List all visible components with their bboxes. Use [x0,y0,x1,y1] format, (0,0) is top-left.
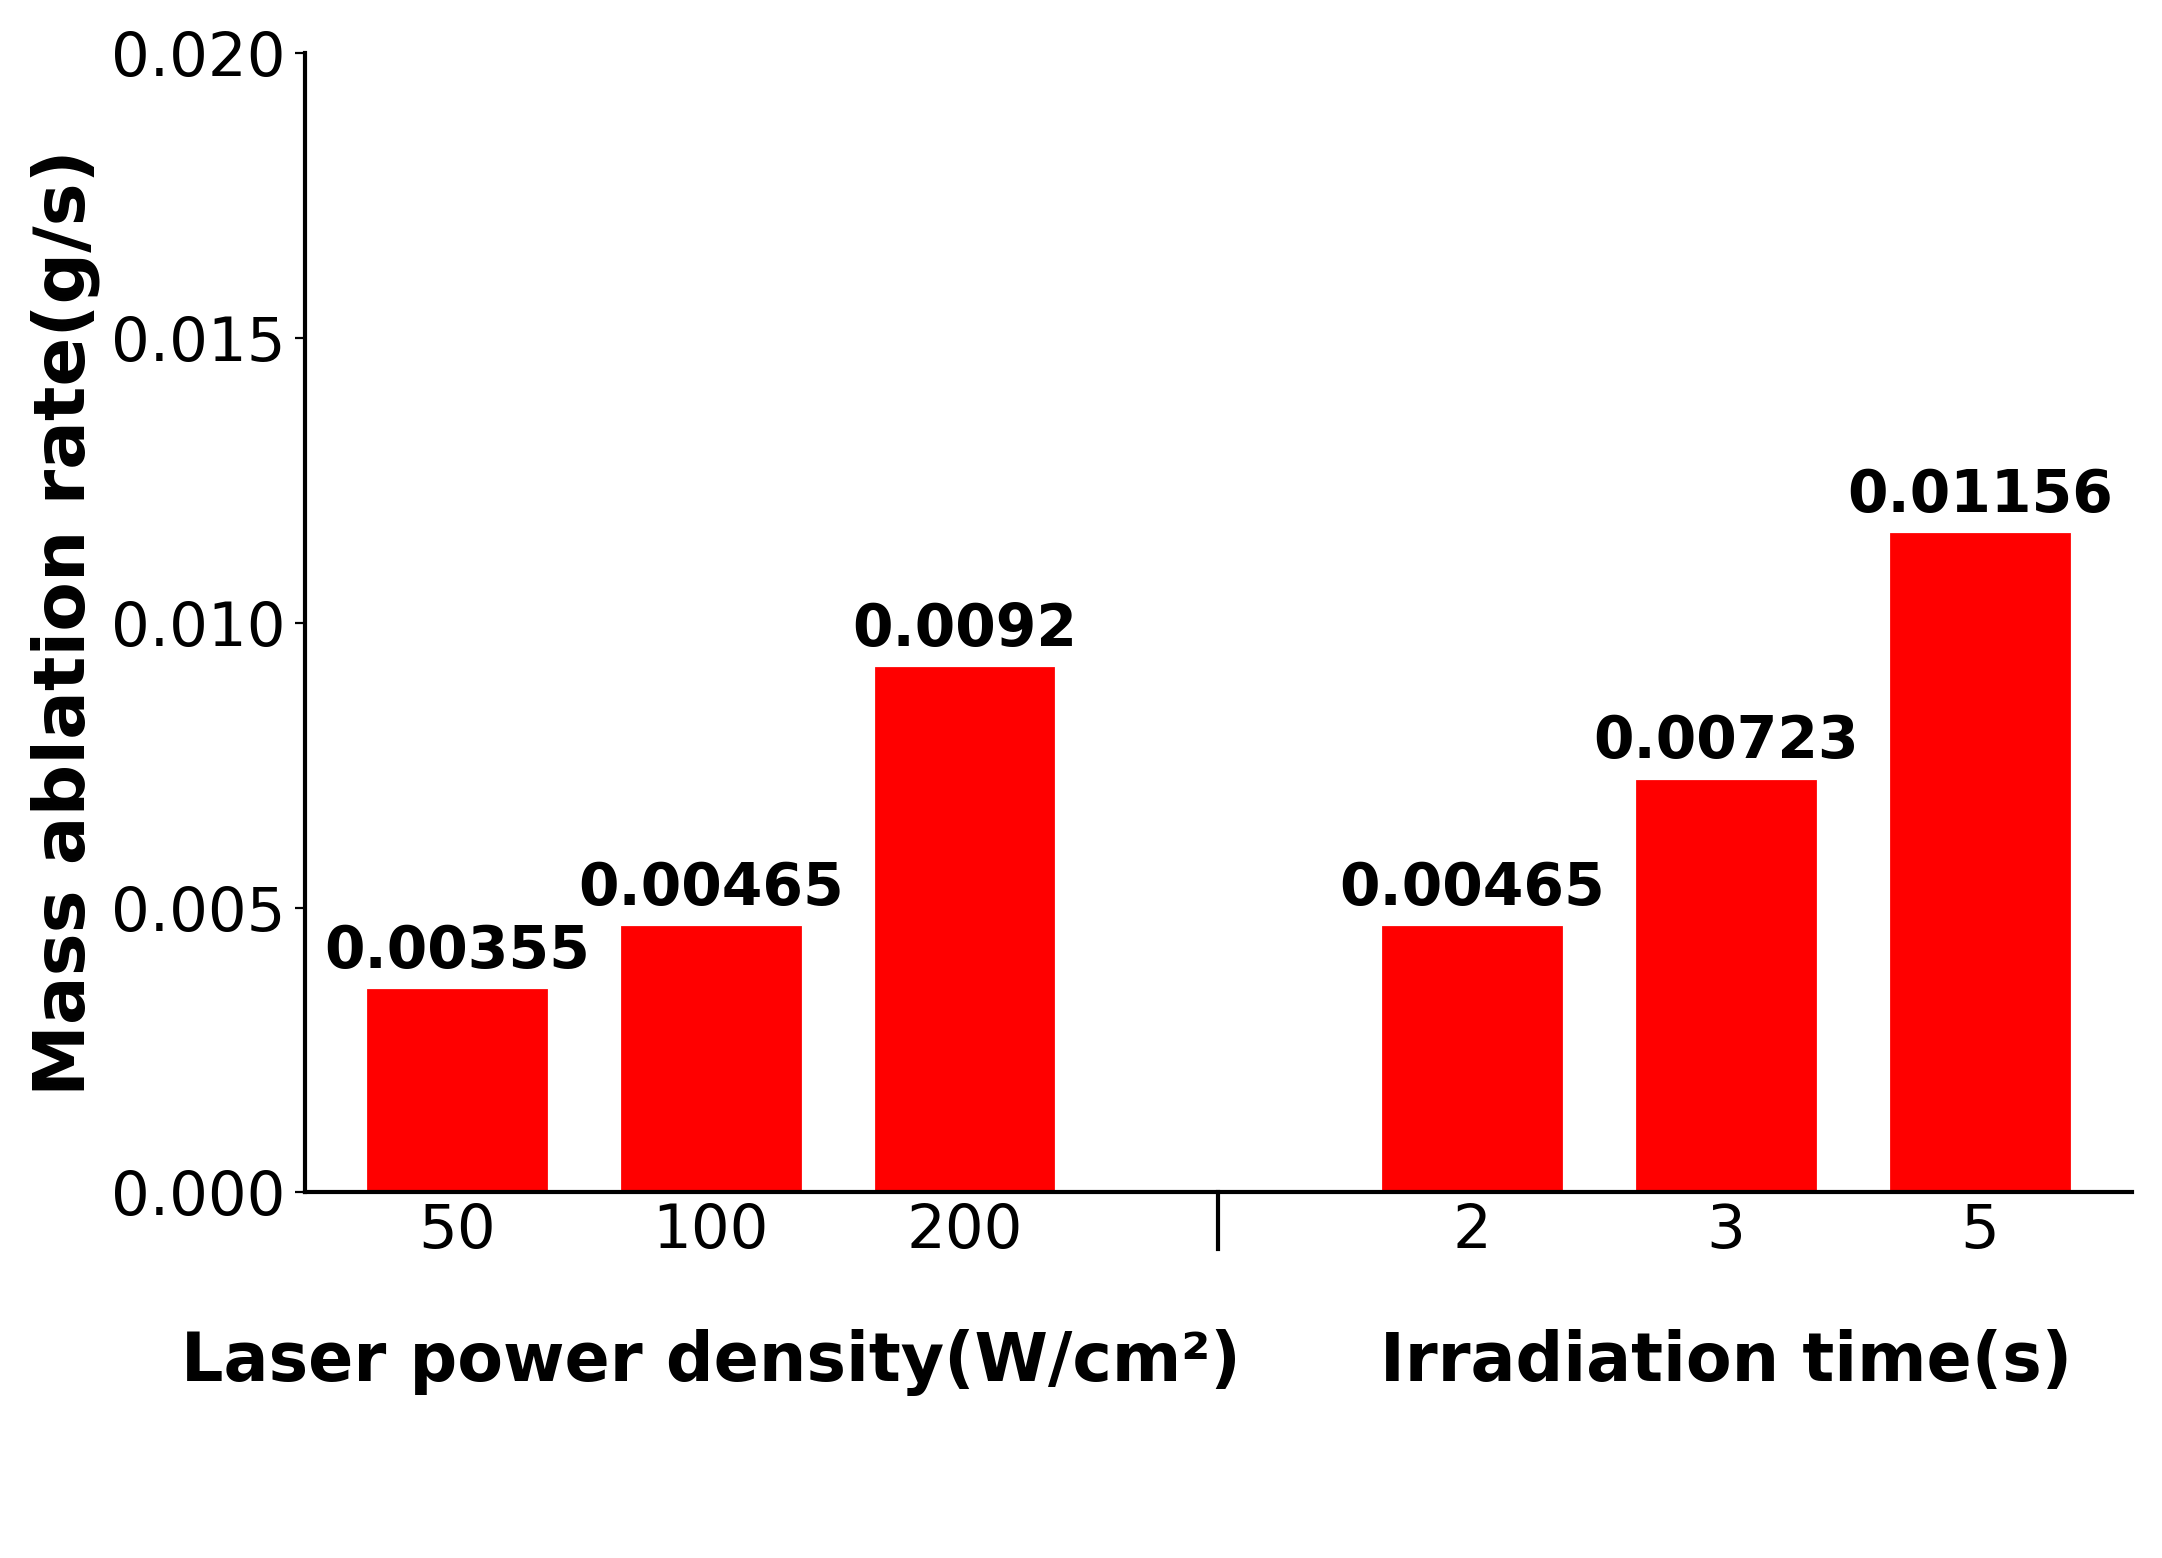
Text: 0.00465: 0.00465 [1338,860,1604,918]
Bar [1892,534,2069,1192]
Text: 0.00723: 0.00723 [1593,714,1859,770]
Bar [876,668,1053,1192]
Text: 0.00355: 0.00355 [324,922,590,980]
Text: Laser power density(W/cm²): Laser power density(W/cm²) [182,1329,1241,1396]
Text: 0.00465: 0.00465 [577,860,843,918]
Y-axis label: Mass ablation rate(g/s): Mass ablation rate(g/s) [30,150,99,1097]
Text: Irradiation time(s): Irradiation time(s) [1379,1329,2071,1394]
Text: 0.01156: 0.01156 [1846,466,2112,523]
Bar [623,927,800,1192]
Bar [1384,927,1561,1192]
Bar [1637,781,1814,1192]
Bar [368,991,545,1192]
Text: 0.0092: 0.0092 [852,601,1077,657]
